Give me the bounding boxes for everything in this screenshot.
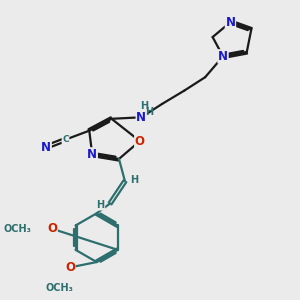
Text: OCH₃: OCH₃ [46,283,74,293]
Text: OCH₃: OCH₃ [3,224,31,234]
Text: O: O [135,135,145,148]
Text: N: N [218,50,228,63]
Text: H: H [140,101,148,111]
Text: N: N [41,140,51,154]
Text: O: O [47,222,57,235]
Text: N: N [225,16,236,29]
Text: N: N [87,148,97,161]
Text: H: H [97,200,105,210]
Text: H: H [145,107,153,117]
Text: H: H [130,175,139,185]
Text: O: O [65,261,75,274]
Text: C: C [62,135,69,144]
Text: N: N [136,111,146,124]
